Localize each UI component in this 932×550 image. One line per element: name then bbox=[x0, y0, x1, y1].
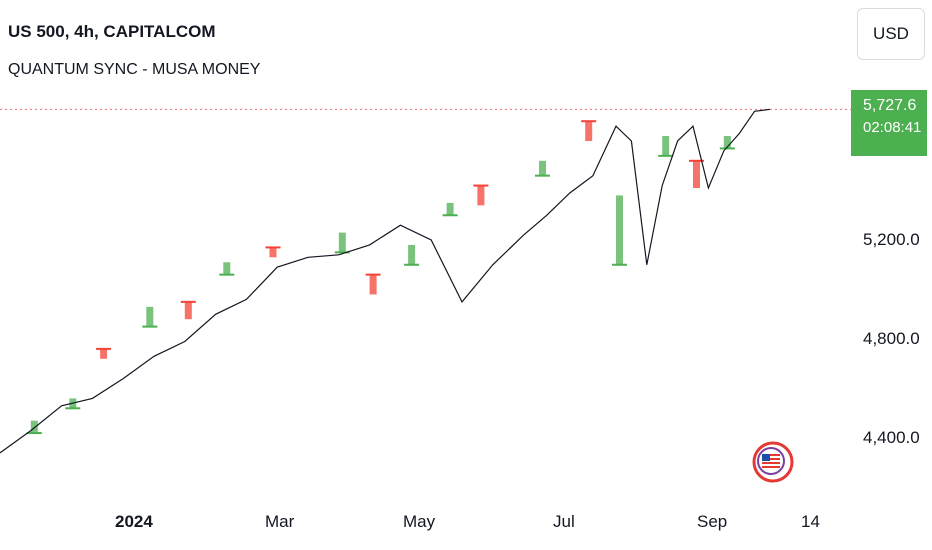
last-price-tag[interactable]: 5,727.6 02:08:41 bbox=[851, 90, 927, 156]
signal-zone-down bbox=[585, 121, 593, 141]
currency-button[interactable]: USD bbox=[857, 8, 925, 60]
price-tick-label: 5,200.0 bbox=[863, 230, 920, 249]
time-tick-label: Mar bbox=[265, 512, 295, 531]
signal-zones bbox=[26, 120, 735, 435]
time-tick-label: 2024 bbox=[115, 512, 153, 531]
bar-countdown: 02:08:41 bbox=[863, 119, 922, 136]
signal-zone-down bbox=[184, 301, 192, 320]
time-tick-label: Jul bbox=[553, 512, 575, 531]
signal-zone-up bbox=[446, 202, 454, 216]
signal-zone-up bbox=[223, 262, 231, 275]
symbol-title[interactable]: US 500, 4h, CAPITALCOM bbox=[8, 22, 216, 41]
signal-zone-down bbox=[269, 247, 277, 258]
signal-zone-down bbox=[369, 274, 377, 295]
signal-zone-up bbox=[539, 160, 546, 176]
signal-zone-up bbox=[616, 195, 623, 265]
signal-zone-up bbox=[723, 136, 731, 149]
indicator-name[interactable]: QUANTUM SYNC - MUSA MONEY bbox=[8, 61, 261, 78]
signal-zone-up bbox=[146, 306, 154, 327]
signal-zone-up bbox=[30, 420, 38, 434]
price-tick-label: 4,400.0 bbox=[863, 428, 920, 447]
price-tick-label: 4,800.0 bbox=[863, 329, 920, 348]
us-flag-badge-icon[interactable] bbox=[752, 440, 794, 484]
price-series-line bbox=[0, 108, 771, 454]
time-tick-label: 14 bbox=[801, 512, 820, 531]
signal-zone-down bbox=[100, 348, 108, 359]
last-price-value: 5,727.6 bbox=[863, 97, 917, 114]
signal-zone-up bbox=[662, 136, 670, 156]
signal-zone-up bbox=[338, 232, 346, 253]
signal-zone-down bbox=[477, 185, 485, 206]
time-tick-label: May bbox=[403, 512, 436, 531]
time-tick-label: Sep bbox=[697, 512, 728, 531]
signal-zone-down bbox=[693, 160, 700, 189]
signal-zone-up bbox=[408, 244, 416, 265]
